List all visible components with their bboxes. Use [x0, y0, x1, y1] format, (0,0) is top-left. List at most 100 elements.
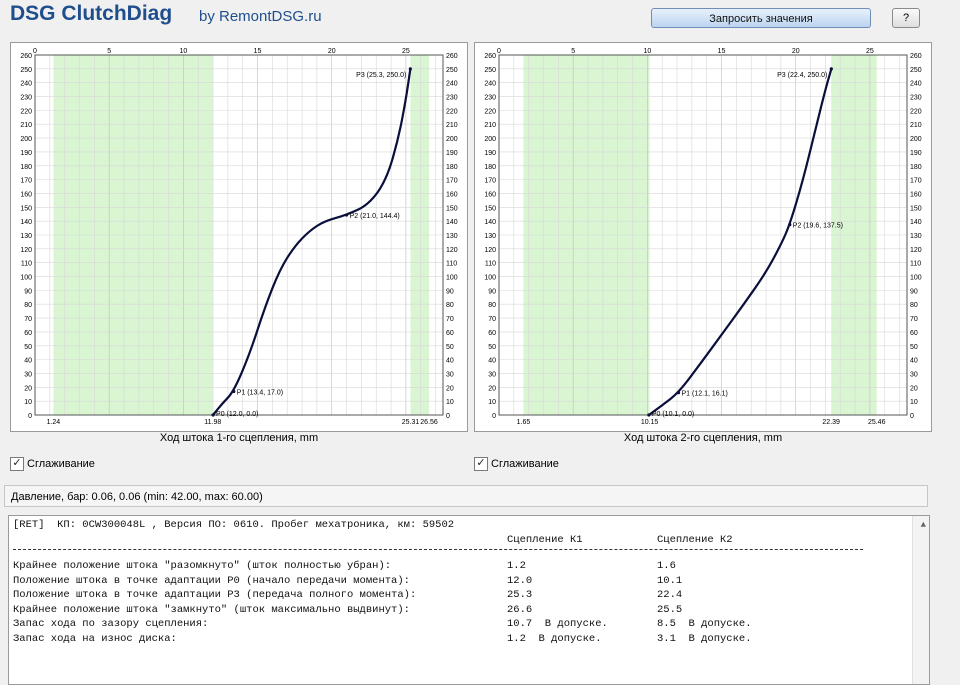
y-tick-label-right: 30	[910, 371, 918, 378]
x-tick-label: 15	[718, 48, 726, 55]
log-row-k2: 8.5 В допуске.	[657, 618, 752, 630]
y-tick-label-left: 90	[24, 288, 32, 295]
log-row-k1: 1.2	[507, 560, 526, 572]
plot-border	[498, 54, 908, 416]
y-tick-label-right: 250	[446, 67, 458, 74]
x-tick-label: 25	[866, 48, 874, 55]
y-tick-label-right: 230	[446, 95, 458, 102]
request-values-button[interactable]: Запросить значения	[651, 8, 871, 28]
y-tick-label-left: 210	[484, 122, 496, 129]
app-title: DSG ClutchDiag	[10, 2, 173, 25]
scroll-up-arrow-icon[interactable]: ▲	[920, 520, 926, 530]
y-tick-label-left: 70	[488, 316, 496, 323]
log-row-k1: 25.3	[507, 589, 533, 601]
y-tick-label-right: 50	[446, 344, 454, 351]
y-tick-label-left: 70	[24, 316, 32, 323]
y-tick-label-left: 260	[20, 53, 32, 60]
diagnostic-log[interactable]: [RET] КП: 0CW300048L , Версия ПО: 0610. …	[8, 515, 930, 685]
y-tick-label-left: 190	[484, 150, 496, 157]
y-tick-label-right: 140	[446, 219, 458, 226]
y-tick-label-left: 120	[484, 247, 496, 254]
y-tick-label-right: 40	[910, 358, 918, 365]
y-tick-label-left: 20	[24, 385, 32, 392]
y-tick-label-left: 140	[484, 219, 496, 226]
log-col-k1: Сцепление К1	[507, 534, 583, 546]
y-tick-label-left: 170	[484, 178, 496, 185]
log-row-k1: 26.6	[507, 603, 533, 616]
y-tick-label-left: 150	[20, 205, 32, 212]
y-tick-label-right: 190	[910, 150, 922, 157]
y-tick-label-right: 30	[446, 371, 454, 378]
y-tick-label-right: 110	[446, 261, 457, 268]
y-tick-label-right: 150	[446, 205, 458, 212]
y-tick-label-left: 110	[21, 261, 32, 268]
clutch2-chart-panel: 0 0 10 10 20 20 30 30 40 40 50 50 60 60 70 70 80 80 90 90 10…	[474, 42, 932, 432]
y-tick-label-left: 140	[20, 219, 32, 226]
log-row-label: Крайнее положение штока "разомкнуто" (шт…	[13, 560, 392, 572]
x-tick-label: 10	[179, 48, 187, 55]
log-scrollbar[interactable]: ▲	[912, 516, 929, 684]
adaptation-point	[232, 389, 236, 394]
y-tick-label-right: 60	[910, 330, 918, 337]
checkbox-checked-icon[interactable]: ✓	[474, 457, 488, 471]
checkbox-checked-icon[interactable]: ✓	[10, 457, 24, 471]
band-bound-label: 1.24	[47, 419, 61, 426]
y-tick-label-right: 10	[446, 399, 454, 406]
x-tick-label: 25	[402, 48, 410, 55]
help-button[interactable]: ?	[892, 8, 920, 28]
log-row-k2: 10.1	[657, 574, 683, 587]
log-row-label: Положение штока в точке адаптации P3 (пе…	[13, 589, 417, 601]
y-tick-label-left: 200	[20, 136, 32, 143]
point-label: P0 (10.1, 0.0)	[652, 411, 694, 418]
y-tick-label-right: 80	[910, 302, 918, 309]
y-tick-label-left: 40	[24, 358, 32, 365]
y-tick-label-right: 50	[910, 344, 918, 351]
y-tick-label-left: 240	[20, 81, 32, 88]
y-tick-label-left: 180	[20, 164, 32, 171]
y-tick-label-right: 0	[446, 413, 450, 420]
y-tick-label-left: 250	[484, 67, 496, 74]
y-tick-label-left: 250	[20, 67, 32, 74]
y-tick-label-left: 220	[484, 108, 496, 115]
y-tick-label-left: 0	[28, 413, 32, 420]
log-separator	[13, 549, 863, 550]
band-bound-label: 22.39	[822, 419, 840, 426]
band-bound-label: 25.46	[868, 419, 886, 426]
y-tick-label-right: 20	[446, 385, 454, 392]
point-label: P0 (12.0, 0.0)	[216, 411, 258, 418]
y-tick-label-left: 230	[20, 95, 32, 102]
log-row-label: Крайнее положение штока "замкнуто" (шток…	[13, 603, 410, 616]
y-tick-label-right: 10	[910, 399, 918, 406]
y-tick-label-left: 160	[20, 191, 32, 198]
y-tick-label-right: 200	[446, 136, 458, 143]
log-row-k2: 25.5	[657, 603, 683, 616]
log-row-label: Положение штока в точке адаптации P0 (на…	[13, 574, 410, 587]
y-tick-label-right: 60	[446, 330, 454, 337]
adaptation-point	[408, 67, 412, 71]
y-tick-label-right: 250	[910, 67, 922, 74]
y-tick-label-right: 160	[910, 191, 922, 198]
smoothing-checkbox-2[interactable]: ✓ Сглаживание	[474, 457, 559, 471]
band-bound-label: 10.15	[641, 419, 659, 426]
y-tick-label-left: 210	[20, 122, 32, 129]
x-tick-label: 20	[328, 48, 336, 55]
adaptation-point	[676, 391, 681, 395]
y-tick-label-right: 80	[446, 302, 454, 309]
y-tick-label-left: 130	[484, 233, 496, 240]
y-tick-label-left: 10	[488, 399, 496, 406]
x-tick-label: 10	[643, 48, 651, 55]
y-tick-label-right: 90	[446, 288, 454, 295]
y-tick-label-left: 40	[488, 358, 496, 365]
clutch-curve-line	[212, 68, 412, 416]
point-label: P2 (21.0, 144.4)	[350, 213, 400, 220]
y-tick-label-right: 120	[910, 247, 922, 254]
y-tick-label-left: 120	[20, 247, 32, 254]
y-tick-label-left: 200	[484, 136, 496, 143]
smoothing-checkbox-1[interactable]: ✓ Сглаживание	[10, 457, 95, 471]
app-subtitle: by RemontDSG.ru	[199, 8, 322, 25]
x-tick-label: 5	[107, 48, 111, 55]
y-tick-label-left: 160	[484, 191, 496, 198]
y-tick-label-right: 70	[910, 316, 918, 323]
